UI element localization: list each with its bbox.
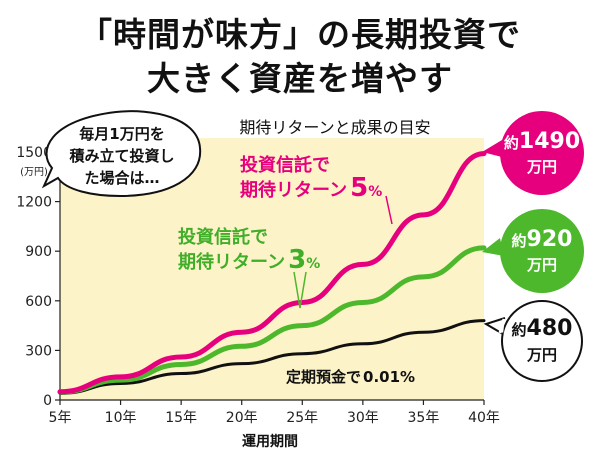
- x-tick-label: 30年: [347, 410, 379, 426]
- fund5-label-line-2: 期待リターン 5%: [240, 173, 382, 203]
- end-unit-fund5: 万円: [526, 158, 557, 176]
- note-line-2: 積み立て投資し: [68, 147, 174, 165]
- y-tick-label: 900: [25, 244, 52, 260]
- note-line-3: た場合は…: [84, 169, 159, 187]
- note-bubble: 毎月1万円を 積み立て投資し た場合は…: [41, 110, 202, 198]
- fund3-label-line-2: 期待リターン 3%: [178, 245, 320, 275]
- end-unit-fund3: 万円: [526, 256, 557, 274]
- end-circle-fund3: [500, 209, 584, 293]
- series-label-fund5: 投資信託で 期待リターン 5%: [240, 154, 393, 225]
- x-tick-label: 35年: [408, 410, 440, 426]
- fund3-leader-line: [293, 271, 307, 309]
- deposit-label: 定期預金で 0.01%: [286, 368, 415, 386]
- x-axis-title: 運用期間: [242, 434, 298, 450]
- end-value-fund5: 1490: [519, 129, 580, 154]
- x-tick-label: 10年: [105, 410, 137, 426]
- fund5-label-line-1: 投資信託で: [240, 154, 330, 176]
- y-tick-label: 1200: [16, 195, 52, 211]
- series-line-fund3: [57, 245, 487, 395]
- fund5-rate: 5: [350, 173, 368, 203]
- end-value-deposit: 480: [527, 316, 573, 341]
- end-label-fund5: 約1490 万円: [482, 111, 584, 195]
- fund3-label-line-1: 投資信託で: [178, 226, 268, 248]
- fund3-rate: 3: [288, 245, 306, 275]
- note-bubble-shape: [41, 110, 202, 198]
- series-label-fund3: 投資信託で 期待リターン 3%: [178, 226, 320, 309]
- end-circle-deposit: [501, 300, 583, 382]
- end-label-fund3: 約920 万円: [482, 209, 584, 293]
- x-tick-label: 15年: [165, 410, 197, 426]
- y-tick-label: 300: [25, 343, 52, 359]
- y-tick-label: 0: [43, 393, 52, 409]
- end-label-deposit: 約480 万円: [483, 300, 583, 382]
- fund5-leader-line: [385, 195, 393, 225]
- y-tick-label: 1500: [16, 145, 52, 161]
- x-tick-label: 40年: [468, 410, 500, 426]
- x-tick-label: 20年: [226, 410, 258, 426]
- headline-line-2: 大きく資産を増やす: [147, 59, 453, 98]
- x-tick-label: 5年: [49, 410, 72, 426]
- x-tick-label: 25年: [286, 410, 318, 426]
- note-line-1: 毎月1万円を: [79, 125, 164, 143]
- end-unit-deposit: 万円: [526, 346, 557, 364]
- end-value-fund3: 920: [527, 227, 573, 252]
- svg-text:約920: 約920: [512, 227, 573, 252]
- y-axis-unit: (万円): [20, 167, 48, 178]
- end-circle-fund5: [500, 111, 584, 195]
- headline-line-1: 「時間が味方」の長期投資で: [79, 15, 521, 54]
- series-line-deposit: [58, 319, 486, 395]
- svg-text:約1490: 約1490: [504, 129, 580, 154]
- y-tick-label: 600: [25, 294, 52, 310]
- svg-text:約480: 約480: [512, 316, 573, 341]
- chart-title: 期待リターンと成果の目安: [239, 118, 430, 137]
